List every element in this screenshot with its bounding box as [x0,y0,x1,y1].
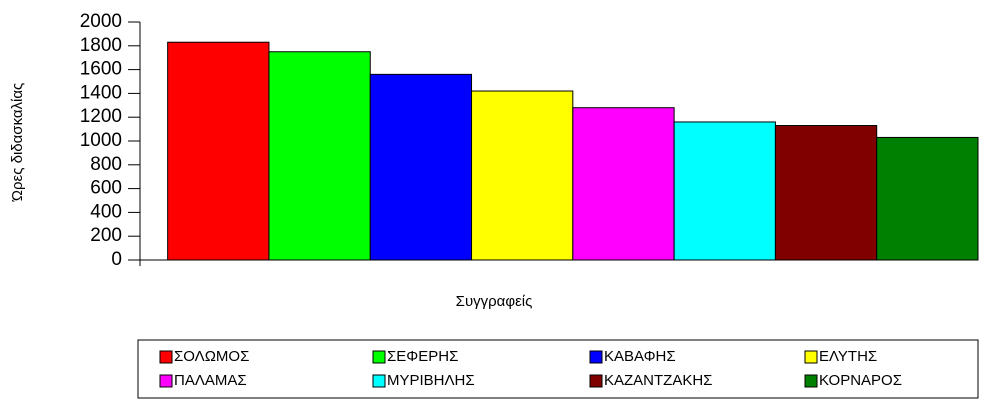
legend-label: ΚΑΒΑΦΗΣ [604,348,676,365]
legend-label: ΚΑΖΑΝΤΖΑΚΗΣ [604,372,712,389]
legend-label: ΣΕΦΕΡΗΣ [387,348,458,365]
legend-label: ΚΟΡΝΑΡΟΣ [819,372,902,389]
y-tick-label: 0 [111,249,122,270]
y-tick-label: 200 [90,225,122,246]
bar [268,51,371,261]
bar [673,121,776,261]
bar [369,73,473,261]
legend-swatch [372,374,386,388]
bar [167,41,270,261]
legend-label: ΕΛΥΤΗΣ [819,348,877,365]
y-tick-label: 1000 [80,130,122,151]
y-tick-label: 2000 [80,11,122,32]
bar [774,125,878,261]
bar [876,136,979,261]
y-tick-label: 1400 [80,82,122,103]
legend-swatch [159,374,173,388]
y-axis-label: Ώρες διδασκαλίας [9,83,26,203]
legend-swatch [804,374,818,388]
y-tick-label: 1200 [80,106,122,127]
y-tick-label: 1600 [80,59,122,80]
y-tick-label: 400 [90,201,122,222]
legend-swatch [589,374,603,388]
legend-label: ΠΑΛΑΜΑΣ [174,372,247,389]
legend-label: ΜΥΡΙΒΗΛΗΣ [387,372,475,389]
legend-swatch [589,350,603,364]
legend-swatch [159,350,173,364]
x-axis-label: Συγγραφείς [456,293,533,310]
bar [572,107,675,261]
legend-box [137,339,979,399]
bar [471,90,574,261]
legend-label: ΣΟΛΩΜΟΣ [174,348,249,365]
y-tick-label: 1800 [80,35,122,56]
y-tick-label: 600 [90,178,122,199]
y-tick-label: 800 [90,154,122,175]
legend-swatch [372,350,386,364]
legend-swatch [804,350,818,364]
